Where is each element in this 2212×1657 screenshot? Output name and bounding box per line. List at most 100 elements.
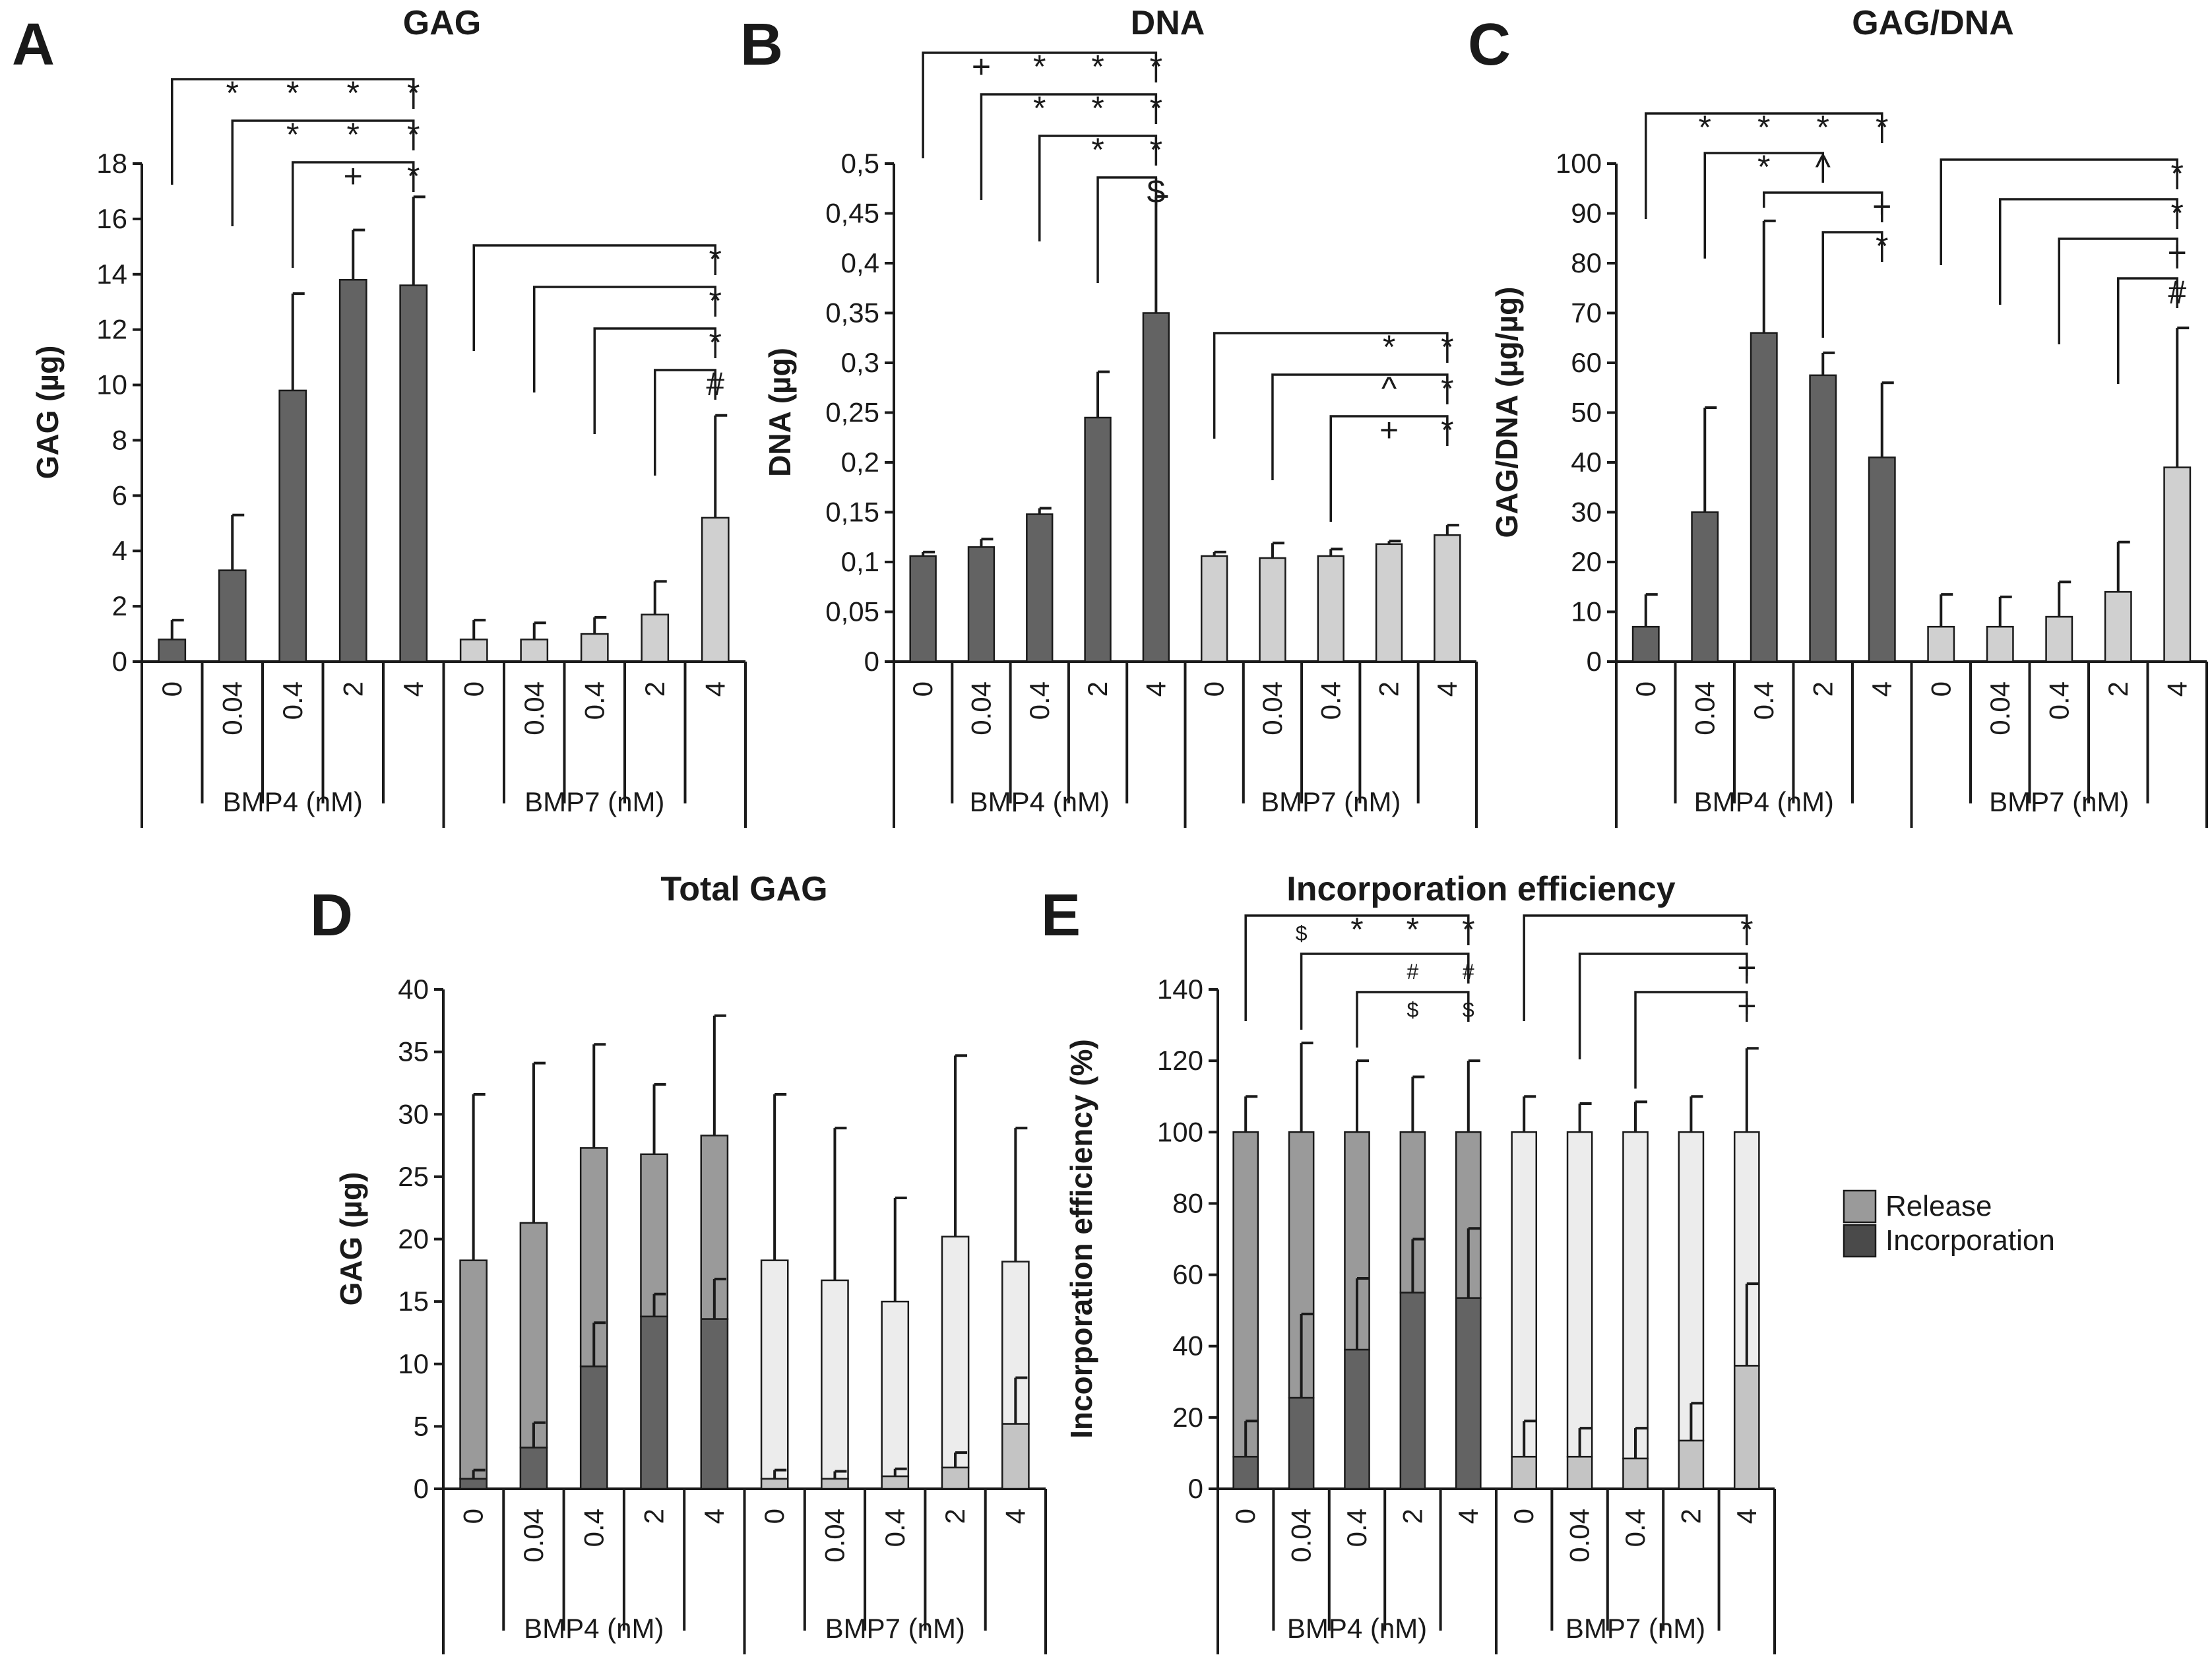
x-group-label-a: BMP4 (nM) bbox=[223, 786, 363, 817]
release-bar-d bbox=[760, 1259, 789, 1480]
significance-mark-c: * bbox=[1876, 109, 1888, 146]
significance-bracket-e bbox=[1634, 991, 1748, 1089]
incorporation-bar-e bbox=[1455, 1297, 1482, 1490]
y-tick-label-d: 15 bbox=[398, 1286, 429, 1317]
bar-c bbox=[2104, 591, 2132, 663]
significance-mark-a: * bbox=[709, 241, 722, 278]
x-tick-label-e: 0.4 bbox=[1620, 1509, 1651, 1547]
x-tick-label-d: 4 bbox=[999, 1509, 1030, 1524]
panel-b-dna-chart: B DNA DNA (µg) 0 0,05 0,1 0,15 0,2 0,25 0,3 0,35 0,… bbox=[740, 4, 1478, 828]
x-tick-label-d: 0.04 bbox=[819, 1509, 850, 1563]
panel-e-incorporation-efficiency-chart: E Incorporation efficiency Incorporation e… bbox=[1041, 870, 1776, 1654]
panel-letter-c: C bbox=[1468, 12, 1511, 78]
incorporation-bar-d bbox=[519, 1447, 548, 1490]
x-tick-label-b: 0 bbox=[1199, 681, 1230, 697]
y-tick-label-d: 40 bbox=[398, 974, 429, 1005]
significance-mark-e: * bbox=[1740, 911, 1753, 948]
significance-mark-a: * bbox=[407, 75, 420, 111]
y-tick-label-e: 140 bbox=[1157, 974, 1203, 1005]
significance-mark-a: # bbox=[706, 365, 724, 402]
significance-bracket-b bbox=[980, 93, 1158, 200]
significance-bracket-c bbox=[1645, 112, 1883, 219]
significance-mark-c: # bbox=[2168, 274, 2186, 311]
panel-letter-d: D bbox=[310, 883, 353, 949]
incorporation-bar-e bbox=[1232, 1456, 1259, 1490]
significance-mark-c: ^ bbox=[1816, 148, 1831, 185]
significance-mark-e: * bbox=[1462, 911, 1474, 948]
significance-mark-a: * bbox=[709, 324, 722, 361]
x-tick-label-e: 2 bbox=[1675, 1509, 1706, 1524]
legend: Release Incorporation bbox=[1843, 1189, 2055, 1258]
x-tick-label-b: 0.4 bbox=[1024, 681, 1055, 720]
legend-release-label: Release bbox=[1885, 1190, 1992, 1222]
release-bar-d bbox=[519, 1222, 548, 1449]
significance-mark-e: + bbox=[1737, 987, 1756, 1024]
y-tick-label-d: 25 bbox=[398, 1161, 429, 1192]
x-tick-label-c: 2 bbox=[1807, 681, 1838, 697]
x-tick-label-a: 0 bbox=[156, 681, 187, 697]
x-tick-label-c: 0.04 bbox=[1984, 681, 2015, 735]
y-tick-label-b: 0,1 bbox=[841, 546, 879, 577]
significance-mark-b: + bbox=[972, 48, 991, 85]
incorporation-bar-d bbox=[1001, 1423, 1030, 1490]
release-bar-d bbox=[821, 1279, 849, 1480]
y-tick-label-b: 0,35 bbox=[825, 297, 879, 328]
significance-mark-c: + bbox=[1872, 188, 1891, 225]
x-tick-label-b: 0 bbox=[907, 681, 938, 697]
bar-a bbox=[580, 633, 609, 663]
significance-mark-e: $ bbox=[1296, 922, 1308, 945]
bar-a bbox=[520, 639, 549, 663]
y-tick-label-a: 0 bbox=[112, 646, 127, 677]
x-tick-label-d: 0.4 bbox=[879, 1509, 910, 1547]
x-group-label-d: BMP7 (nM) bbox=[825, 1613, 965, 1644]
significance-bracket-e bbox=[1523, 914, 1748, 1021]
x-tick-label-c: 0 bbox=[1925, 681, 1956, 697]
x-group-label-e: BMP4 (nM) bbox=[1287, 1613, 1427, 1644]
x-tick-label-d: 4 bbox=[699, 1509, 730, 1524]
y-tick-label-d: 30 bbox=[398, 1098, 429, 1129]
y-axis-label-e: Incorporation efficiency (%) bbox=[1064, 1039, 1098, 1439]
panel-letter-b: B bbox=[740, 12, 783, 78]
significance-mark-a: * bbox=[407, 116, 420, 153]
incorporation-bar-d bbox=[459, 1478, 488, 1490]
x-tick-label-b: 4 bbox=[1140, 681, 1171, 697]
y-tick-label-e: 20 bbox=[1172, 1402, 1203, 1433]
release-bar-d bbox=[640, 1153, 668, 1318]
significance-bracket-a bbox=[654, 369, 716, 476]
bar-b bbox=[909, 555, 937, 663]
significance-bracket-b bbox=[1096, 176, 1158, 283]
x-tick-label-a: 0.04 bbox=[519, 681, 550, 735]
y-tick-label-b: 0 bbox=[864, 646, 879, 677]
x-group-label-e: BMP7 (nM) bbox=[1565, 1613, 1705, 1644]
x-tick-label-e: 4 bbox=[1453, 1509, 1484, 1524]
significance-mark-b: * bbox=[1033, 90, 1046, 127]
significance-mark-a: * bbox=[347, 75, 360, 111]
significance-mark-e: * bbox=[1406, 911, 1419, 948]
significance-mark-a: * bbox=[226, 75, 239, 111]
y-tick-label-c: 40 bbox=[1571, 447, 1602, 478]
significance-mark-b: * bbox=[1441, 370, 1453, 407]
bar-c bbox=[1986, 625, 2014, 663]
significance-mark-b: * bbox=[1033, 48, 1046, 85]
legend-incorporation-swatch bbox=[1843, 1224, 1877, 1258]
x-tick-label-a: 4 bbox=[699, 681, 730, 697]
bar-a bbox=[701, 516, 730, 663]
release-bar-d bbox=[941, 1235, 970, 1469]
bar-c bbox=[1691, 511, 1719, 663]
bar-a bbox=[399, 284, 428, 663]
chart-title-e: Incorporation efficiency bbox=[1286, 870, 1676, 908]
significance-mark-b: * bbox=[1091, 90, 1104, 127]
significance-mark-c: * bbox=[1699, 109, 1711, 146]
bar-c bbox=[1750, 332, 1778, 663]
y-tick-label-c: 10 bbox=[1571, 596, 1602, 627]
release-bar-e bbox=[1622, 1131, 1649, 1460]
x-tick-label-d: 0 bbox=[759, 1509, 790, 1524]
y-tick-label-d: 10 bbox=[398, 1348, 429, 1379]
significance-mark-a: * bbox=[709, 282, 722, 319]
y-tick-label-e: 0 bbox=[1188, 1473, 1203, 1504]
significance-mark-b: * bbox=[1091, 48, 1104, 85]
bar-b bbox=[1259, 557, 1286, 663]
significance-mark-b: * bbox=[1091, 131, 1104, 168]
